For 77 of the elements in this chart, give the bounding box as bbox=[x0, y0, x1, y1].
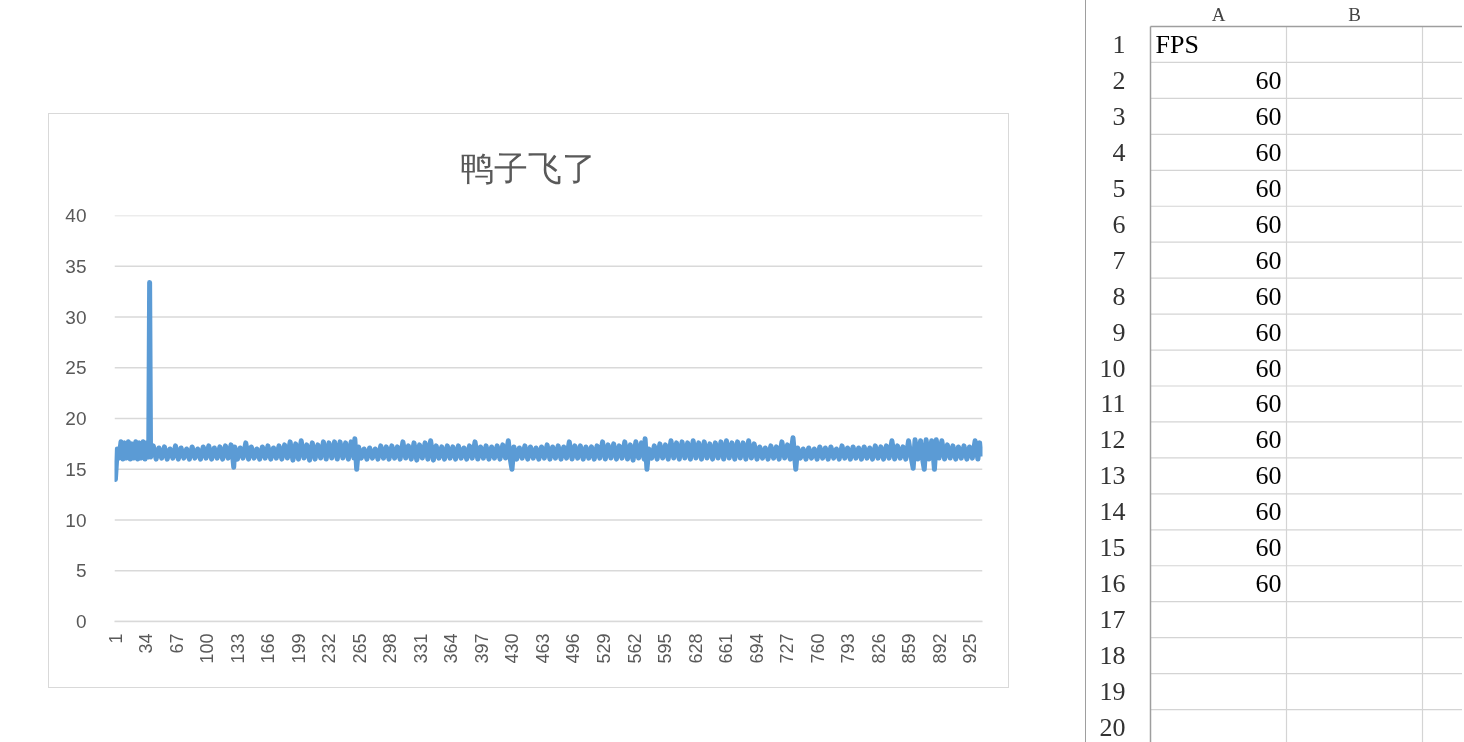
y-tick-label: 16 bbox=[1099, 569, 1126, 599]
y-tick-label: 6 bbox=[1112, 209, 1126, 239]
x-tick-label: 826 bbox=[868, 633, 889, 664]
y-tick-label: 1 bbox=[1112, 29, 1126, 59]
x-tick-label: 727 bbox=[777, 633, 798, 664]
text: 60 bbox=[1255, 569, 1282, 599]
y-tick-label: 4 bbox=[1112, 137, 1126, 167]
text: 60 bbox=[1255, 425, 1282, 455]
y-tick-label: 30 bbox=[65, 306, 87, 328]
text: 60 bbox=[1255, 101, 1282, 131]
y-tick-label: 10 bbox=[1099, 353, 1126, 383]
y-tick-label: 20 bbox=[1099, 713, 1126, 742]
y-tick-label: 2 bbox=[1112, 65, 1126, 95]
y-tick-label: 15 bbox=[65, 458, 87, 480]
y-tick-label: 25 bbox=[65, 357, 87, 379]
x-tick-label: 496 bbox=[563, 633, 584, 664]
x-tick-label: 463 bbox=[532, 633, 553, 664]
x-tick-label: 34 bbox=[136, 633, 157, 654]
y-tick-label: 5 bbox=[1112, 173, 1126, 203]
y-tick-label: 12 bbox=[1099, 425, 1126, 455]
y-tick-label: 17 bbox=[1099, 605, 1126, 635]
x-tick-label: 265 bbox=[349, 633, 370, 664]
text: 60 bbox=[1255, 209, 1282, 239]
y-tick-label: 5 bbox=[75, 560, 87, 582]
x-tick-label: 364 bbox=[441, 633, 462, 664]
text: 60 bbox=[1255, 461, 1282, 491]
text: 60 bbox=[1255, 137, 1282, 167]
x-tick-label: 859 bbox=[899, 633, 920, 664]
y-tick-label: 20 bbox=[65, 408, 87, 429]
x-tick-label: 100 bbox=[197, 633, 218, 664]
text: 60 bbox=[1255, 245, 1282, 275]
y-tick-label: 8 bbox=[1112, 281, 1126, 311]
x-tick-label: A bbox=[1211, 3, 1226, 25]
x-tick-label: 694 bbox=[746, 633, 767, 664]
y-tick-label: 19 bbox=[1099, 677, 1126, 707]
x-tick-label: 529 bbox=[594, 633, 614, 664]
text: 60 bbox=[1255, 317, 1282, 347]
x-tick-label: 595 bbox=[655, 633, 676, 664]
x-tick-label: 232 bbox=[319, 633, 340, 664]
x-tick-label: 298 bbox=[380, 633, 401, 664]
x-tick-label: 133 bbox=[227, 633, 248, 664]
x-tick-label: B bbox=[1348, 3, 1361, 25]
x-tick-label: 793 bbox=[838, 633, 859, 664]
text: 60 bbox=[1255, 173, 1282, 203]
y-tick-label: 35 bbox=[65, 255, 87, 277]
text: 60 bbox=[1255, 497, 1282, 527]
y-tick-label: 7 bbox=[1112, 245, 1126, 275]
y-tick-label: 40 bbox=[65, 205, 87, 226]
y-tick-label: 13 bbox=[1099, 461, 1126, 491]
y-tick-label: 10 bbox=[65, 509, 87, 531]
x-tick-label: 661 bbox=[716, 633, 737, 664]
y-tick-label: 9 bbox=[1112, 317, 1126, 347]
text: FPS bbox=[1155, 29, 1199, 59]
text: 60 bbox=[1255, 389, 1282, 419]
y-tick-label: 0 bbox=[75, 611, 87, 632]
x-tick-label: 628 bbox=[685, 633, 706, 664]
x-tick-label: 562 bbox=[624, 633, 645, 664]
y-tick-label: 18 bbox=[1099, 641, 1126, 671]
x-tick-label: 892 bbox=[929, 633, 950, 664]
y-tick-label: 14 bbox=[1099, 497, 1126, 527]
y-tick-label: 11 bbox=[1100, 389, 1126, 419]
x-tick-label: 925 bbox=[960, 633, 981, 664]
text: 60 bbox=[1255, 533, 1282, 563]
x-tick-label: 199 bbox=[288, 633, 309, 664]
x-tick-label: 397 bbox=[471, 633, 492, 664]
x-tick-label: 1 bbox=[105, 633, 126, 644]
text: 60 bbox=[1255, 281, 1282, 311]
x-tick-label: 67 bbox=[166, 633, 187, 654]
x-tick-label: 430 bbox=[502, 633, 523, 664]
x-tick-label: 760 bbox=[807, 633, 828, 664]
y-tick-label: 3 bbox=[1112, 101, 1126, 131]
x-tick-label: 166 bbox=[258, 633, 279, 664]
x-tick-label: 331 bbox=[410, 633, 431, 664]
text: 60 bbox=[1255, 65, 1282, 95]
y-tick-label: 15 bbox=[1099, 533, 1126, 563]
chart-title: 鸭子飞了 bbox=[459, 150, 596, 187]
text: 60 bbox=[1255, 353, 1282, 383]
